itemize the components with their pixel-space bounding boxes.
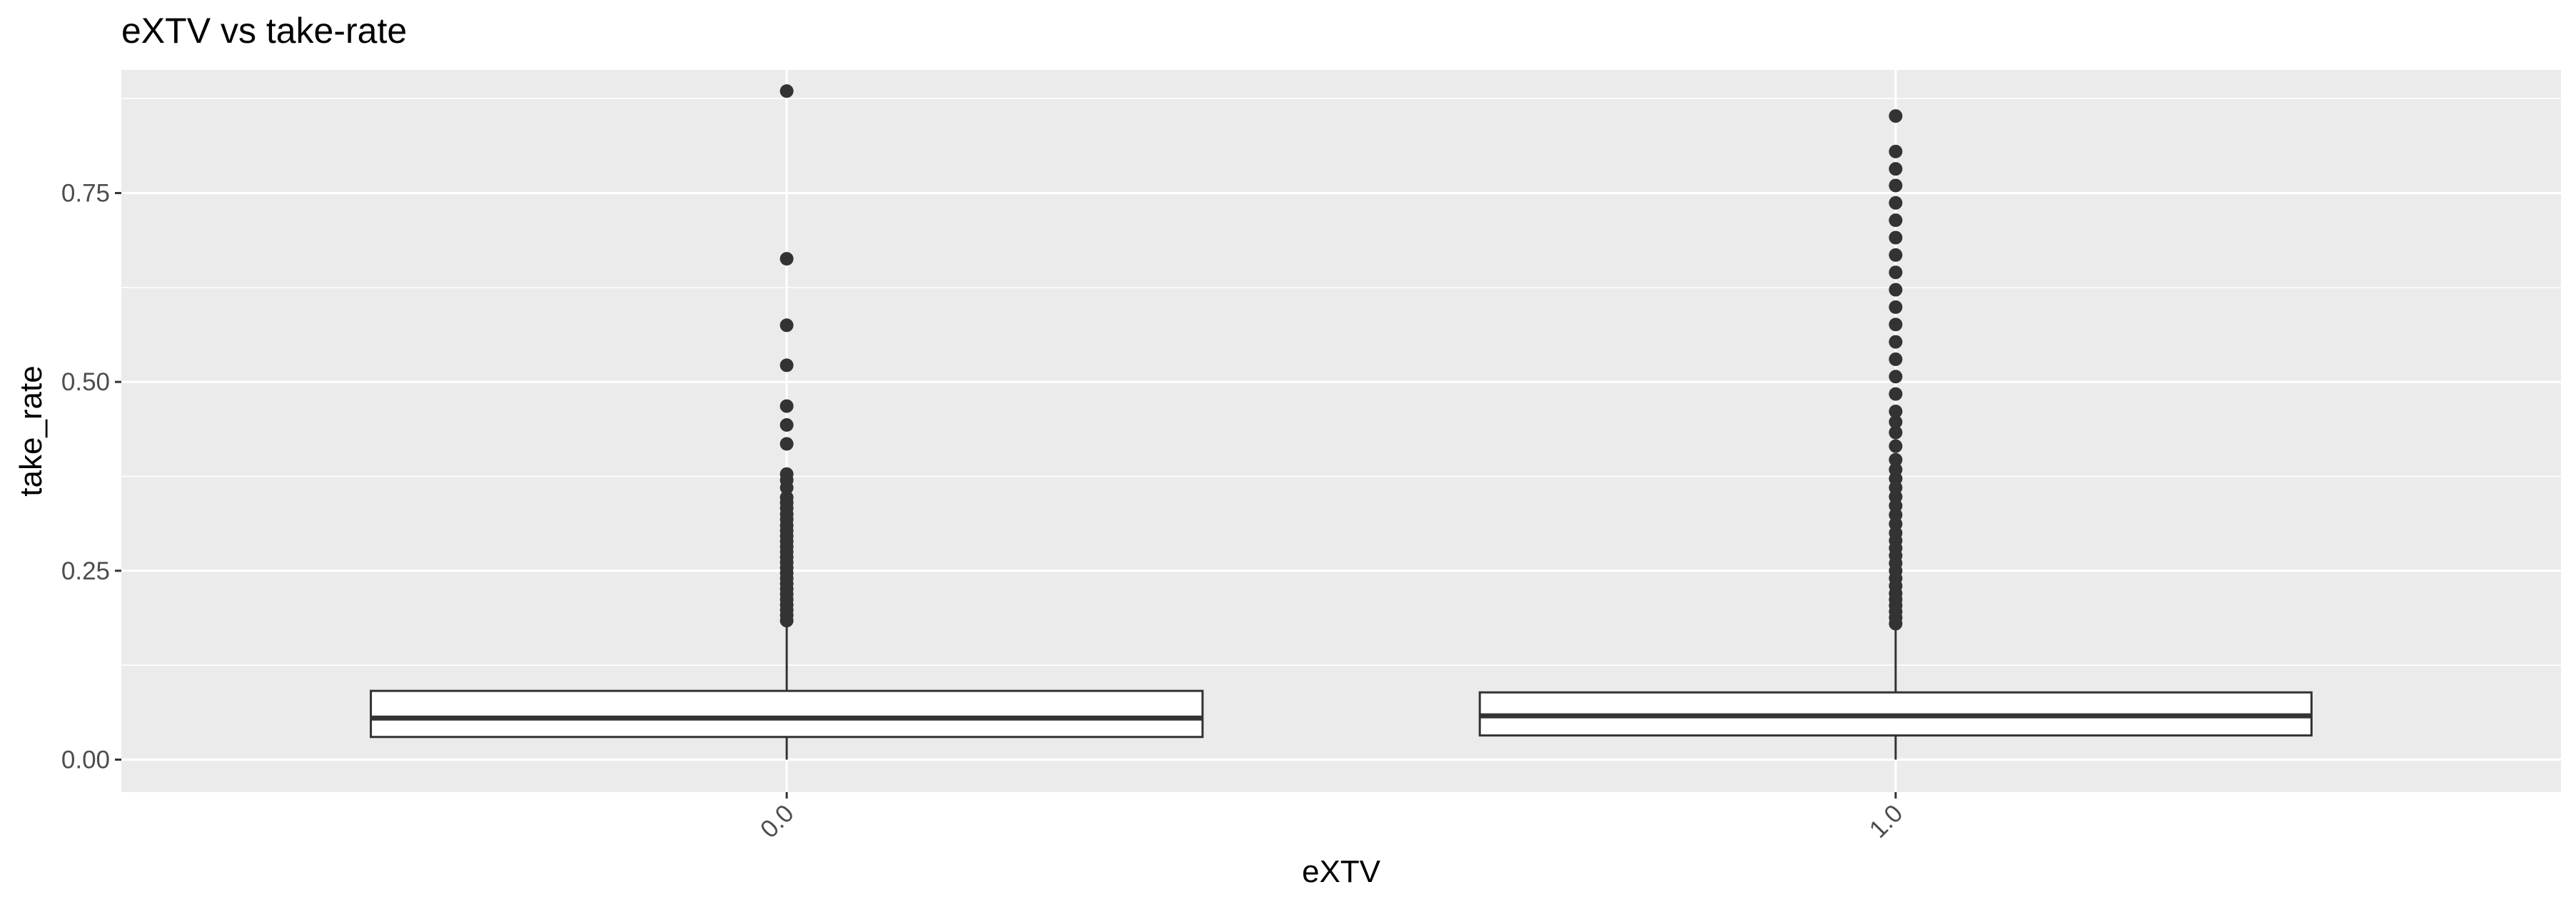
outlier-point (1889, 248, 1903, 262)
y-tick-label: 0.25 (61, 557, 110, 585)
outlier-point (1889, 318, 1903, 332)
boxes (370, 84, 2313, 760)
outlier-point (1889, 404, 1903, 418)
outlier-point (1889, 425, 1903, 440)
outlier-point (1889, 178, 1903, 193)
outlier-point (1889, 452, 1903, 467)
grid-minor (121, 98, 2561, 666)
y-axis: 0.00 0.25 0.50 0.75 (61, 180, 121, 774)
outlier-point (779, 252, 794, 266)
box-0.0 (370, 84, 1204, 760)
chart-title: eXTV vs take-rate (121, 11, 407, 51)
outlier-point (779, 614, 794, 628)
outlier-point (779, 399, 794, 413)
x-axis-title: eXTV (1302, 854, 1381, 889)
outlier-point (779, 358, 794, 373)
y-tick-label: 0.50 (61, 368, 110, 396)
outlier-point (1889, 617, 1903, 631)
outlier-point (779, 318, 794, 333)
y-tick-label: 0.75 (61, 180, 110, 208)
outlier-point (1889, 213, 1903, 228)
outlier-point (1889, 265, 1903, 280)
outlier-point (1889, 352, 1903, 366)
x-tick-label: 0.0 (755, 799, 799, 843)
outlier-point (1889, 230, 1903, 245)
box-iqr (370, 689, 1204, 739)
outlier-point (779, 418, 794, 432)
outlier-point (1889, 335, 1903, 349)
box-1.0 (1478, 109, 2313, 760)
outlier-point (1889, 439, 1903, 453)
outlier-point (1889, 300, 1903, 314)
outlier-point (1889, 109, 1903, 123)
y-tick-label: 0.00 (61, 746, 110, 774)
y-axis-title: take_rate (14, 365, 49, 496)
outlier-point (1889, 283, 1903, 297)
x-axis: 0.0 1.0 (755, 792, 1908, 843)
outlier-point (1889, 370, 1903, 384)
outlier-point (1889, 196, 1903, 210)
outlier-point (779, 437, 794, 451)
x-tick-label: 1.0 (1864, 799, 1908, 843)
outlier-point (1889, 415, 1903, 429)
outlier-point (1889, 387, 1903, 401)
outlier-point (779, 480, 794, 495)
outlier-point (1889, 144, 1903, 158)
outlier-point (779, 84, 794, 98)
outlier-point (1889, 162, 1903, 176)
plot-panel (121, 70, 2561, 792)
